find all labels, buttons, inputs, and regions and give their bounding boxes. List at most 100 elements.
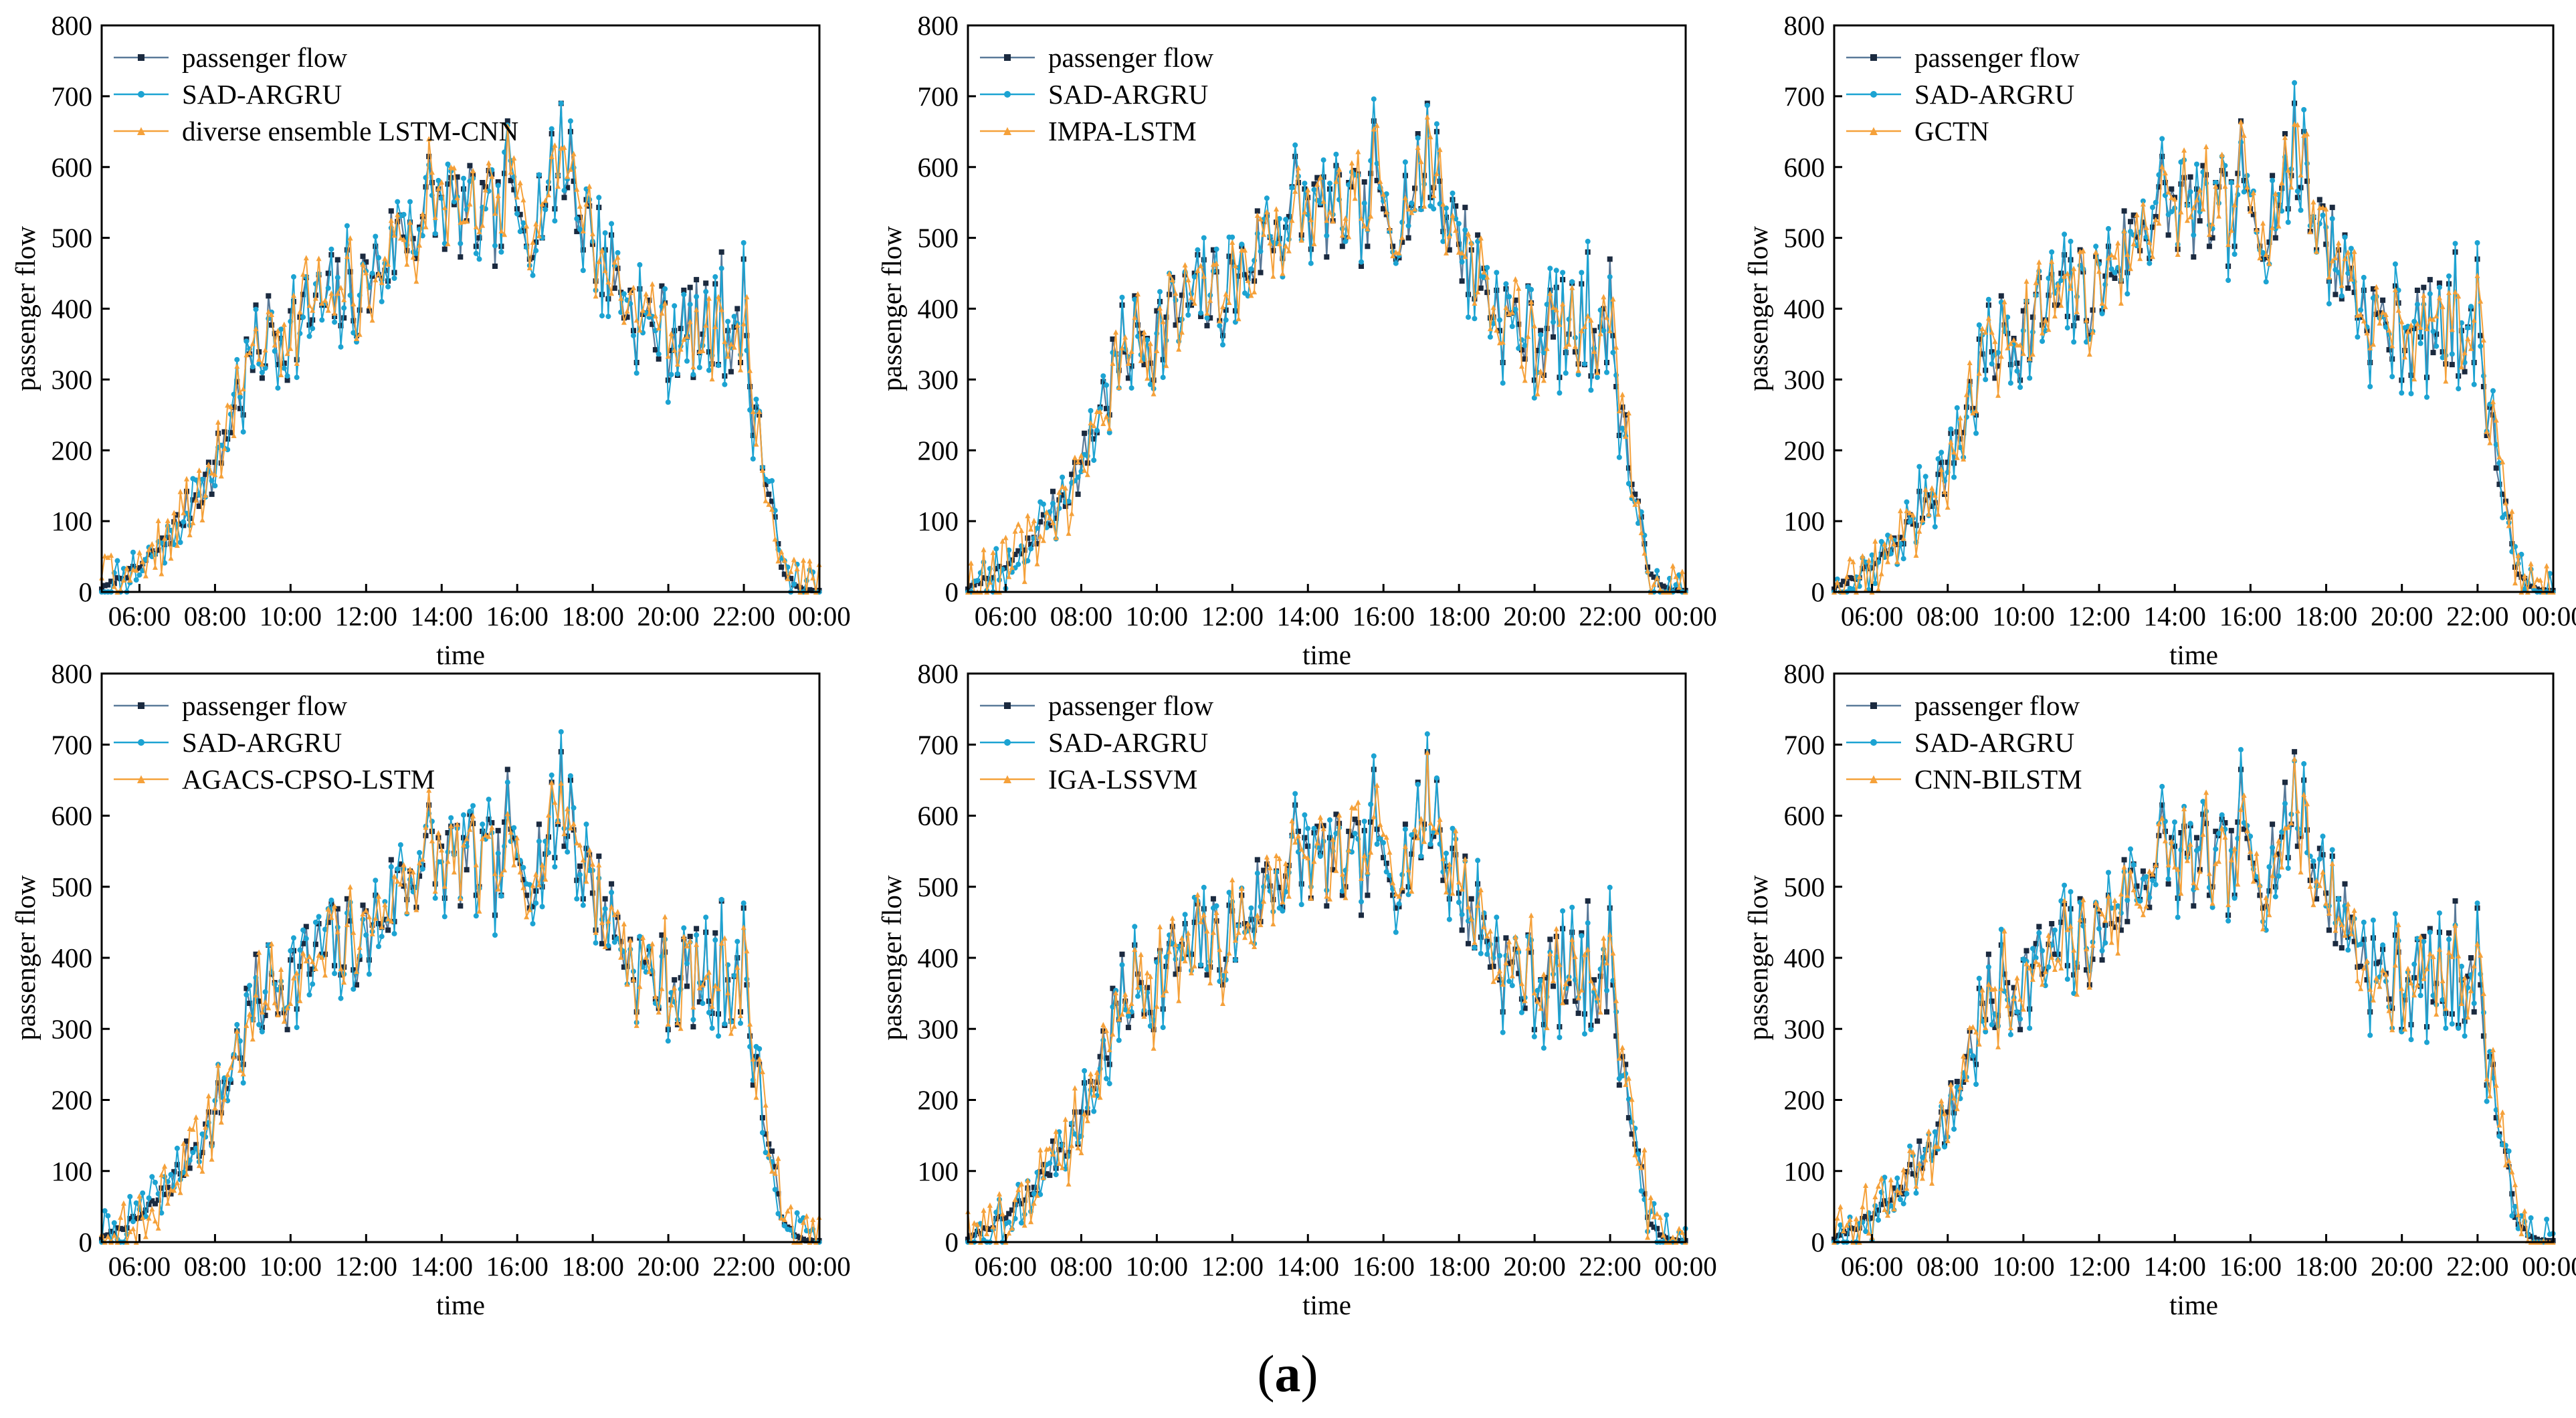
marker-point bbox=[1854, 1226, 1859, 1232]
marker-point bbox=[199, 476, 205, 482]
marker-point bbox=[1572, 953, 1578, 959]
marker-point bbox=[1274, 206, 1279, 212]
legend-entry: SAD-ARGRU bbox=[1914, 79, 2074, 110]
marker-point bbox=[1500, 1009, 1506, 1015]
marker-point bbox=[1104, 405, 1109, 411]
marker-point bbox=[1475, 902, 1481, 908]
marker-point bbox=[1459, 912, 1465, 918]
marker-point bbox=[2436, 946, 2442, 952]
marker-point bbox=[1642, 541, 1648, 546]
marker-point bbox=[1885, 1212, 1891, 1218]
marker-point bbox=[2191, 887, 2197, 892]
marker-point bbox=[130, 567, 136, 573]
y-tick-label: 800 bbox=[52, 10, 93, 41]
marker-point bbox=[2046, 276, 2052, 281]
marker-point bbox=[1368, 801, 1374, 807]
marker-point bbox=[571, 805, 577, 811]
marker-point bbox=[215, 1062, 221, 1068]
marker-point bbox=[250, 340, 256, 346]
marker-point bbox=[2487, 439, 2493, 445]
marker-point bbox=[140, 559, 146, 565]
marker-point bbox=[609, 904, 615, 910]
marker-point bbox=[775, 1211, 781, 1217]
marker-point bbox=[696, 999, 702, 1005]
marker-point bbox=[2040, 330, 2046, 336]
marker-point bbox=[429, 169, 435, 175]
marker-point bbox=[149, 548, 155, 554]
x-tick-label: 10:00 bbox=[260, 1251, 322, 1282]
marker-point bbox=[1551, 319, 1556, 325]
marker-point bbox=[237, 1055, 243, 1061]
marker-point bbox=[476, 908, 482, 914]
marker-point bbox=[1970, 1024, 1976, 1030]
marker-point bbox=[1104, 1076, 1109, 1082]
marker-point bbox=[2068, 238, 2074, 244]
marker-point bbox=[2399, 390, 2405, 396]
marker-point bbox=[1062, 1153, 1068, 1159]
plot-frame bbox=[1833, 24, 2555, 593]
marker-point bbox=[1503, 281, 1509, 287]
marker-point bbox=[1374, 782, 1380, 788]
marker-point bbox=[407, 219, 413, 225]
marker-point bbox=[1557, 390, 1563, 396]
marker-point bbox=[1374, 161, 1380, 167]
marker-point bbox=[1361, 200, 1367, 206]
marker-point bbox=[1302, 835, 1308, 841]
marker-point bbox=[2232, 845, 2238, 851]
marker-point bbox=[2128, 868, 2133, 874]
marker-point bbox=[2417, 324, 2423, 330]
marker-point bbox=[2222, 826, 2228, 832]
marker-point bbox=[2121, 208, 2127, 214]
marker-point bbox=[803, 1213, 809, 1219]
marker-point bbox=[1409, 209, 1415, 215]
marker-point bbox=[432, 895, 438, 901]
marker-point bbox=[1604, 960, 1609, 966]
marker-point bbox=[1128, 363, 1134, 369]
marker-point bbox=[2452, 241, 2458, 247]
marker-point bbox=[1594, 995, 1600, 1001]
marker-point bbox=[2402, 1026, 2408, 1032]
marker-point bbox=[1365, 892, 1371, 898]
marker-point bbox=[2165, 862, 2171, 868]
marker-point bbox=[366, 308, 372, 314]
marker-point bbox=[2077, 896, 2083, 902]
marker-point bbox=[1154, 348, 1160, 353]
marker-point bbox=[549, 772, 555, 778]
marker-point bbox=[1217, 322, 1223, 328]
marker-point bbox=[1311, 241, 1317, 247]
marker-point bbox=[2102, 917, 2108, 923]
marker-point bbox=[2414, 982, 2420, 988]
marker-point bbox=[2424, 394, 2430, 400]
marker-point bbox=[1412, 826, 1417, 832]
marker-point bbox=[1676, 584, 1682, 590]
marker-point bbox=[2090, 956, 2096, 963]
marker-point bbox=[1352, 816, 1358, 822]
marker-point bbox=[1926, 511, 1932, 517]
marker-point bbox=[168, 541, 174, 546]
y-tick-label: 800 bbox=[918, 10, 959, 41]
marker-point bbox=[993, 566, 999, 572]
marker-point bbox=[312, 295, 318, 301]
marker-point bbox=[2377, 959, 2383, 965]
marker-point bbox=[2241, 189, 2247, 195]
series-line-sad-argru bbox=[101, 731, 819, 1243]
marker-point bbox=[2468, 345, 2474, 351]
marker-point bbox=[1601, 306, 1607, 312]
marker-point bbox=[1104, 382, 1109, 388]
marker-point bbox=[734, 964, 740, 970]
x-tick-label: 00:00 bbox=[788, 1251, 850, 1282]
legend-entry: SAD-ARGRU bbox=[182, 727, 342, 758]
marker-point bbox=[1060, 1164, 1066, 1171]
marker-point bbox=[1913, 1173, 1919, 1179]
marker-point bbox=[1838, 582, 1844, 588]
marker-point bbox=[231, 433, 237, 438]
marker-point bbox=[171, 1169, 177, 1175]
marker-point bbox=[696, 985, 702, 991]
marker-point bbox=[2153, 213, 2159, 219]
marker-point bbox=[1444, 214, 1449, 220]
marker-point bbox=[1841, 1228, 1847, 1233]
marker-point bbox=[1094, 1070, 1100, 1076]
marker-point bbox=[454, 174, 460, 180]
marker-point bbox=[250, 367, 256, 373]
marker-point bbox=[712, 274, 718, 280]
